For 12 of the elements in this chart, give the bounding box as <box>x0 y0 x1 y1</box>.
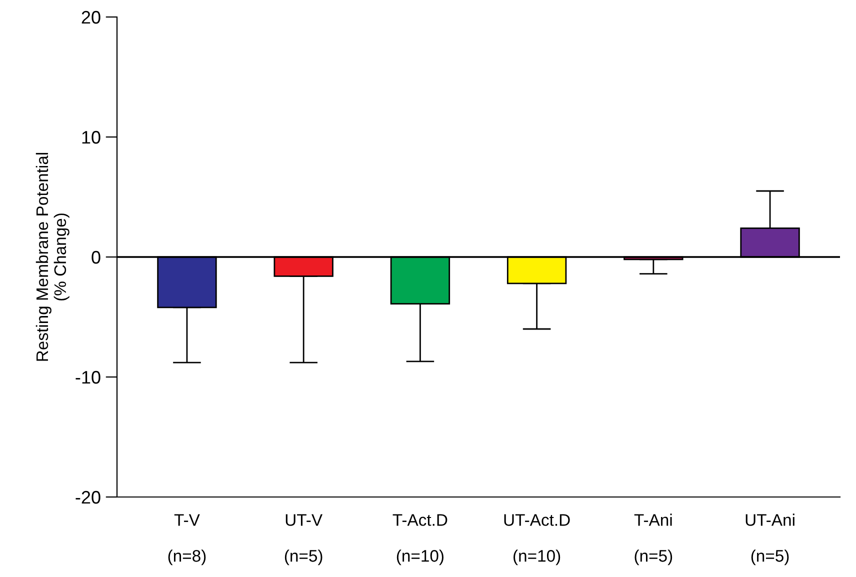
y-axis-title: Resting Membrane Potential (% Change) <box>36 152 70 361</box>
category-label: T-V (n=8) <box>168 514 206 566</box>
y-tick-label: 0 <box>92 250 100 264</box>
y-tick-label: -20 <box>76 490 100 504</box>
y-tick-label: 20 <box>82 10 100 24</box>
category-label: UT-V (n=5) <box>284 514 322 566</box>
y-tick-label: -10 <box>76 370 100 384</box>
category-label: T-Act.D (n=10) <box>392 514 448 566</box>
category-label: UT-Ani (n=5) <box>746 514 794 566</box>
category-label: T-Ani (n=5) <box>634 514 672 566</box>
y-tick-label: 10 <box>82 130 100 144</box>
category-label: UT-Act.D (n=10) <box>504 514 570 566</box>
